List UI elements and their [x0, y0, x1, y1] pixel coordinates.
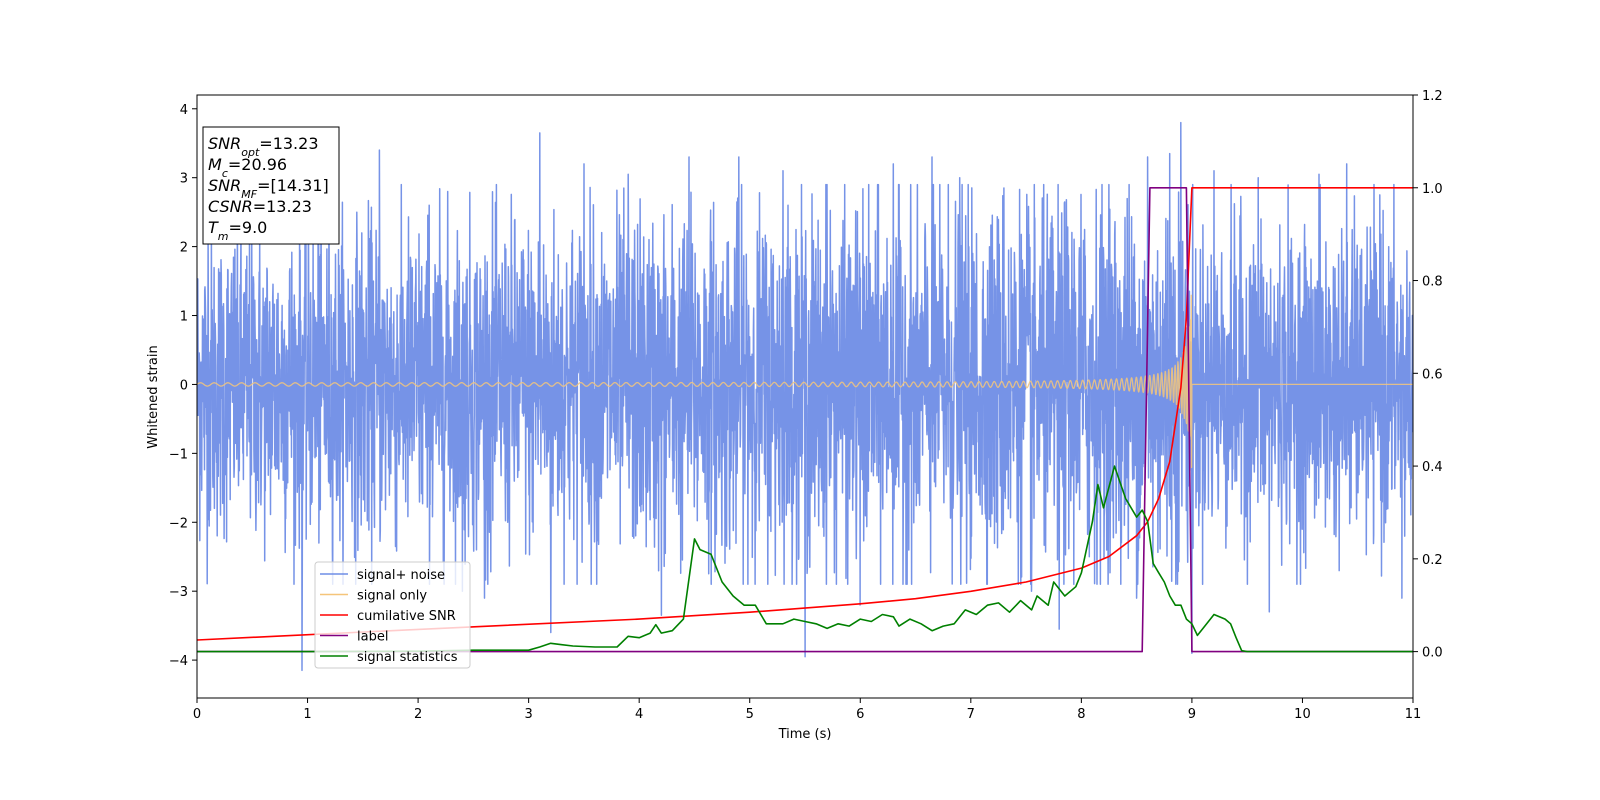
y-tick-label: 0	[180, 378, 188, 393]
legend-label: signal+ noise	[357, 568, 445, 583]
x-tick-label: 10	[1294, 707, 1311, 722]
y2-tick-label: 0.0	[1422, 646, 1443, 661]
annotation-line: SNRMF=[14.31]	[208, 176, 329, 201]
x-tick-label: 7	[967, 707, 975, 722]
x-tick-label: 6	[856, 707, 864, 722]
x-tick-label: 8	[1077, 707, 1085, 722]
y-axis-label: Whitened strain	[146, 345, 161, 448]
y-tick-label: −3	[169, 585, 188, 600]
series-line-3	[197, 187, 1413, 653]
x-tick-label: 2	[414, 707, 422, 722]
x-axis-label: Time (s)	[778, 727, 832, 742]
y-tick-label: −1	[169, 447, 188, 462]
y-axis-right: 1.2 1.0 0.8 0.6 0.4 0.2 0.0	[1413, 89, 1443, 661]
legend-label: signal only	[357, 589, 427, 604]
series-line-0	[197, 121, 1413, 672]
legend-label: signal statistics	[357, 650, 458, 665]
y-tick-label: 3	[180, 172, 188, 187]
y-tick-label: 4	[180, 103, 188, 118]
y-tick-label: −4	[169, 654, 188, 669]
x-tick-label: 1	[303, 707, 311, 722]
y2-tick-label: 0.6	[1422, 367, 1443, 382]
y2-tick-label: 0.2	[1422, 553, 1443, 568]
x-tick-label: 11	[1405, 707, 1422, 722]
legend-label: label	[357, 630, 388, 645]
y-tick-label: 1	[180, 310, 188, 325]
series-layer	[197, 121, 1413, 672]
y-tick-label: −2	[169, 516, 188, 531]
plot-frame	[196, 94, 1414, 699]
x-tick-label: 5	[746, 707, 754, 722]
legend-label: cumilative SNR	[357, 609, 456, 624]
annotation-line: Tm=9.0	[208, 218, 267, 243]
series-line-1	[197, 294, 1413, 469]
series-line-4	[197, 465, 1413, 653]
legend: signal+ noise signal only cumilative SNR la…	[314, 561, 471, 669]
y2-tick-label: 1.2	[1422, 89, 1443, 104]
x-tick-label: 9	[1188, 707, 1196, 722]
annotation-line: CSNR=13.23	[208, 197, 312, 216]
x-tick-label: 3	[524, 707, 532, 722]
y-tick-label: 2	[180, 241, 188, 256]
y-axis-left: 4 3 2 1 0 −1 −2 −3 −4	[169, 103, 197, 669]
x-tick-label: 0	[193, 707, 201, 722]
annotation-box: SNRopt=13.23Mc=20.96SNRMF=[14.31]CSNR=13…	[202, 126, 340, 245]
y2-tick-label: 0.4	[1422, 460, 1443, 475]
y2-tick-label: 0.8	[1422, 275, 1443, 290]
series-line-2	[197, 187, 1413, 641]
y2-tick-label: 1.0	[1422, 182, 1443, 197]
annotation-line: SNRopt=13.23	[208, 134, 319, 159]
x-tick-label: 4	[635, 707, 643, 722]
x-axis: 0 1 2 3 4 5 6 7 8 9 10 11	[193, 698, 1421, 722]
annotation-line: Mc=20.96	[208, 155, 287, 180]
